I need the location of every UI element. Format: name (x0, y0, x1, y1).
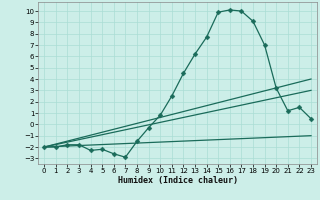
X-axis label: Humidex (Indice chaleur): Humidex (Indice chaleur) (118, 176, 238, 185)
